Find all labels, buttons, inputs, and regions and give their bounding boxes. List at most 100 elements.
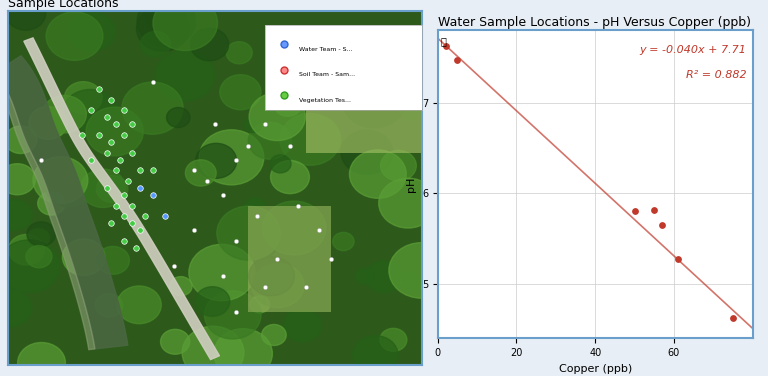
Circle shape xyxy=(244,118,261,133)
Circle shape xyxy=(27,229,50,247)
Y-axis label: pH: pH xyxy=(406,177,416,192)
Circle shape xyxy=(220,75,261,110)
Text: 🔒: 🔒 xyxy=(441,36,447,46)
Circle shape xyxy=(42,96,86,133)
Circle shape xyxy=(45,163,96,207)
Circle shape xyxy=(8,234,45,265)
Circle shape xyxy=(147,0,186,34)
Circle shape xyxy=(137,6,190,51)
Circle shape xyxy=(379,178,437,228)
Circle shape xyxy=(250,296,270,313)
FancyBboxPatch shape xyxy=(8,11,422,365)
Circle shape xyxy=(244,198,266,216)
X-axis label: Copper (ppb): Copper (ppb) xyxy=(558,364,632,374)
Circle shape xyxy=(62,89,118,137)
Circle shape xyxy=(274,93,301,116)
Circle shape xyxy=(341,130,392,174)
Circle shape xyxy=(214,329,273,376)
Circle shape xyxy=(117,286,161,324)
Circle shape xyxy=(153,0,217,50)
Circle shape xyxy=(199,130,264,185)
Circle shape xyxy=(96,176,128,202)
Circle shape xyxy=(249,92,306,141)
Circle shape xyxy=(280,114,341,165)
Point xyxy=(648,207,660,213)
Circle shape xyxy=(0,289,31,327)
Circle shape xyxy=(95,294,123,317)
Circle shape xyxy=(0,240,60,293)
Circle shape xyxy=(5,126,37,153)
Circle shape xyxy=(86,107,144,156)
Circle shape xyxy=(46,12,103,60)
Circle shape xyxy=(170,277,192,296)
Circle shape xyxy=(62,239,105,275)
Circle shape xyxy=(270,161,310,194)
Circle shape xyxy=(196,143,237,178)
Point xyxy=(628,208,641,214)
Circle shape xyxy=(356,268,374,284)
Circle shape xyxy=(227,42,252,64)
Circle shape xyxy=(380,328,407,351)
Circle shape xyxy=(81,169,126,208)
Circle shape xyxy=(190,28,229,61)
FancyBboxPatch shape xyxy=(306,29,422,153)
Point xyxy=(439,43,452,49)
Circle shape xyxy=(257,240,276,256)
Circle shape xyxy=(262,324,286,346)
Circle shape xyxy=(27,222,55,246)
FancyBboxPatch shape xyxy=(248,206,331,312)
Point xyxy=(452,57,464,63)
Circle shape xyxy=(374,29,421,68)
Circle shape xyxy=(270,155,291,173)
Circle shape xyxy=(167,108,190,127)
Circle shape xyxy=(122,82,183,134)
Circle shape xyxy=(26,246,52,268)
Circle shape xyxy=(65,82,102,114)
Circle shape xyxy=(353,336,398,374)
Circle shape xyxy=(29,106,68,139)
Circle shape xyxy=(396,59,423,82)
Circle shape xyxy=(313,53,373,104)
Polygon shape xyxy=(24,38,220,359)
Circle shape xyxy=(68,12,115,51)
Circle shape xyxy=(381,150,416,181)
Text: y = -0.040x + 7.71: y = -0.040x + 7.71 xyxy=(640,45,746,56)
Circle shape xyxy=(249,256,295,296)
Polygon shape xyxy=(0,73,95,350)
Polygon shape xyxy=(0,56,127,349)
Circle shape xyxy=(248,122,292,159)
Circle shape xyxy=(6,0,46,30)
Circle shape xyxy=(189,244,255,301)
Circle shape xyxy=(333,232,354,250)
Text: Sample Locations: Sample Locations xyxy=(8,0,118,10)
Circle shape xyxy=(342,73,406,128)
Circle shape xyxy=(33,157,88,203)
Circle shape xyxy=(0,200,32,230)
Circle shape xyxy=(185,160,217,186)
Text: Water Sample Locations - pH Versus Copper (ppb): Water Sample Locations - pH Versus Coppe… xyxy=(438,16,751,29)
Circle shape xyxy=(389,243,454,298)
Circle shape xyxy=(161,329,190,354)
Circle shape xyxy=(18,343,65,376)
Circle shape xyxy=(97,246,129,274)
Circle shape xyxy=(204,291,261,339)
Circle shape xyxy=(252,263,304,308)
Circle shape xyxy=(400,104,419,120)
Circle shape xyxy=(195,287,230,316)
Circle shape xyxy=(283,309,322,342)
Point xyxy=(656,222,668,228)
Circle shape xyxy=(349,150,406,198)
Circle shape xyxy=(141,31,170,57)
Circle shape xyxy=(366,261,402,293)
Circle shape xyxy=(155,50,214,101)
Circle shape xyxy=(137,0,196,46)
Circle shape xyxy=(263,201,326,255)
Point xyxy=(672,256,684,262)
Circle shape xyxy=(0,164,35,195)
Circle shape xyxy=(182,326,244,376)
Point xyxy=(727,315,739,321)
Circle shape xyxy=(217,206,280,260)
Circle shape xyxy=(38,192,65,215)
Circle shape xyxy=(401,273,422,291)
Text: R² = 0.882: R² = 0.882 xyxy=(686,70,746,80)
